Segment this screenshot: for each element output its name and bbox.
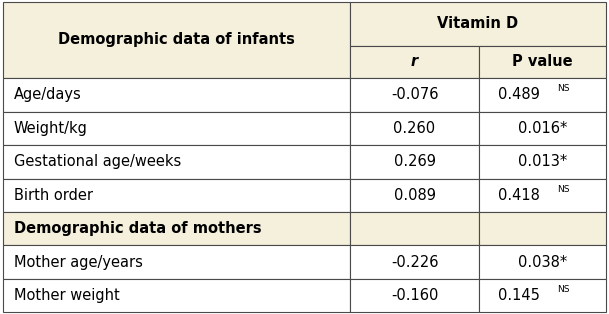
Bar: [3, 111, 350, 145]
Bar: [3, 179, 350, 212]
Bar: [350, 246, 479, 279]
Text: NS: NS: [557, 285, 570, 294]
Text: 0.089: 0.089: [393, 188, 435, 203]
Text: Demographic data of infants: Demographic data of infants: [58, 32, 295, 47]
Bar: [479, 212, 606, 246]
Bar: [479, 179, 606, 212]
Text: 0.016*: 0.016*: [518, 121, 568, 136]
Text: -0.226: -0.226: [391, 255, 438, 270]
Bar: [479, 145, 606, 179]
Text: 0.260: 0.260: [393, 121, 435, 136]
Bar: [350, 145, 479, 179]
Bar: [479, 279, 606, 312]
Bar: [350, 2, 606, 46]
Text: -0.160: -0.160: [391, 288, 438, 303]
Bar: [3, 212, 350, 246]
Text: NS: NS: [557, 185, 570, 194]
Bar: [350, 78, 479, 111]
Bar: [350, 179, 479, 212]
Text: r: r: [411, 54, 418, 69]
Bar: [479, 246, 606, 279]
Text: 0.418: 0.418: [498, 188, 540, 203]
Bar: [479, 78, 606, 111]
Text: 0.145: 0.145: [498, 288, 540, 303]
Bar: [479, 111, 606, 145]
Text: Demographic data of mothers: Demographic data of mothers: [14, 221, 261, 236]
Bar: [3, 279, 350, 312]
Text: P value: P value: [512, 54, 573, 69]
Text: Vitamin D: Vitamin D: [437, 16, 518, 31]
Bar: [350, 279, 479, 312]
Bar: [479, 46, 606, 78]
Text: Birth order: Birth order: [14, 188, 93, 203]
Text: Weight/kg: Weight/kg: [14, 121, 88, 136]
Text: 0.038*: 0.038*: [518, 255, 567, 270]
Text: NS: NS: [557, 84, 570, 93]
Bar: [350, 46, 479, 78]
Bar: [350, 212, 479, 246]
Text: 0.269: 0.269: [393, 154, 435, 169]
Text: Mother weight: Mother weight: [14, 288, 119, 303]
Bar: [3, 145, 350, 179]
Bar: [3, 2, 350, 78]
Bar: [3, 78, 350, 111]
Bar: [350, 111, 479, 145]
Text: 0.013*: 0.013*: [518, 154, 567, 169]
Text: 0.489: 0.489: [498, 87, 540, 102]
Text: -0.076: -0.076: [391, 87, 438, 102]
Bar: [3, 246, 350, 279]
Text: Age/days: Age/days: [14, 87, 82, 102]
Text: Gestational age/weeks: Gestational age/weeks: [14, 154, 181, 169]
Text: Mother age/years: Mother age/years: [14, 255, 143, 270]
